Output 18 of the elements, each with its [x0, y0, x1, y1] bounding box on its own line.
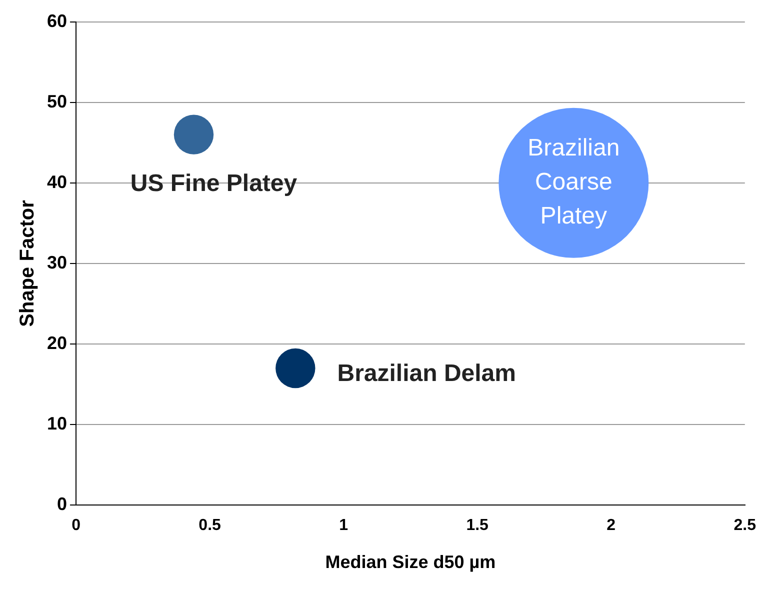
x-tick-label: 1: [339, 517, 348, 534]
y-tick-label: 0: [57, 494, 68, 514]
y-tick-label: 10: [46, 414, 68, 434]
y-tick-label: 20: [46, 333, 68, 354]
y-tick-label: 30: [46, 252, 68, 272]
x-tick-label: 0.5: [198, 517, 222, 534]
x-tick-label: 2: [606, 517, 616, 534]
series-label: US Fine Platey: [130, 170, 298, 198]
x-tick-label: 1.5: [466, 517, 489, 534]
series-label: Brazilian Delam: [337, 360, 516, 387]
y-tick-label: 60: [46, 10, 68, 31]
y-axis-title: Shape Factor: [16, 200, 39, 327]
x-axis-title: Median Size d50 µm: [325, 552, 496, 572]
x-tick-label: 2.5: [734, 517, 756, 534]
x-tick-label: 0: [72, 517, 81, 534]
series-label: Brazilian Coarse Platey: [528, 134, 620, 230]
y-tick-label: 40: [46, 172, 68, 192]
y-tick-label: 50: [46, 91, 68, 112]
